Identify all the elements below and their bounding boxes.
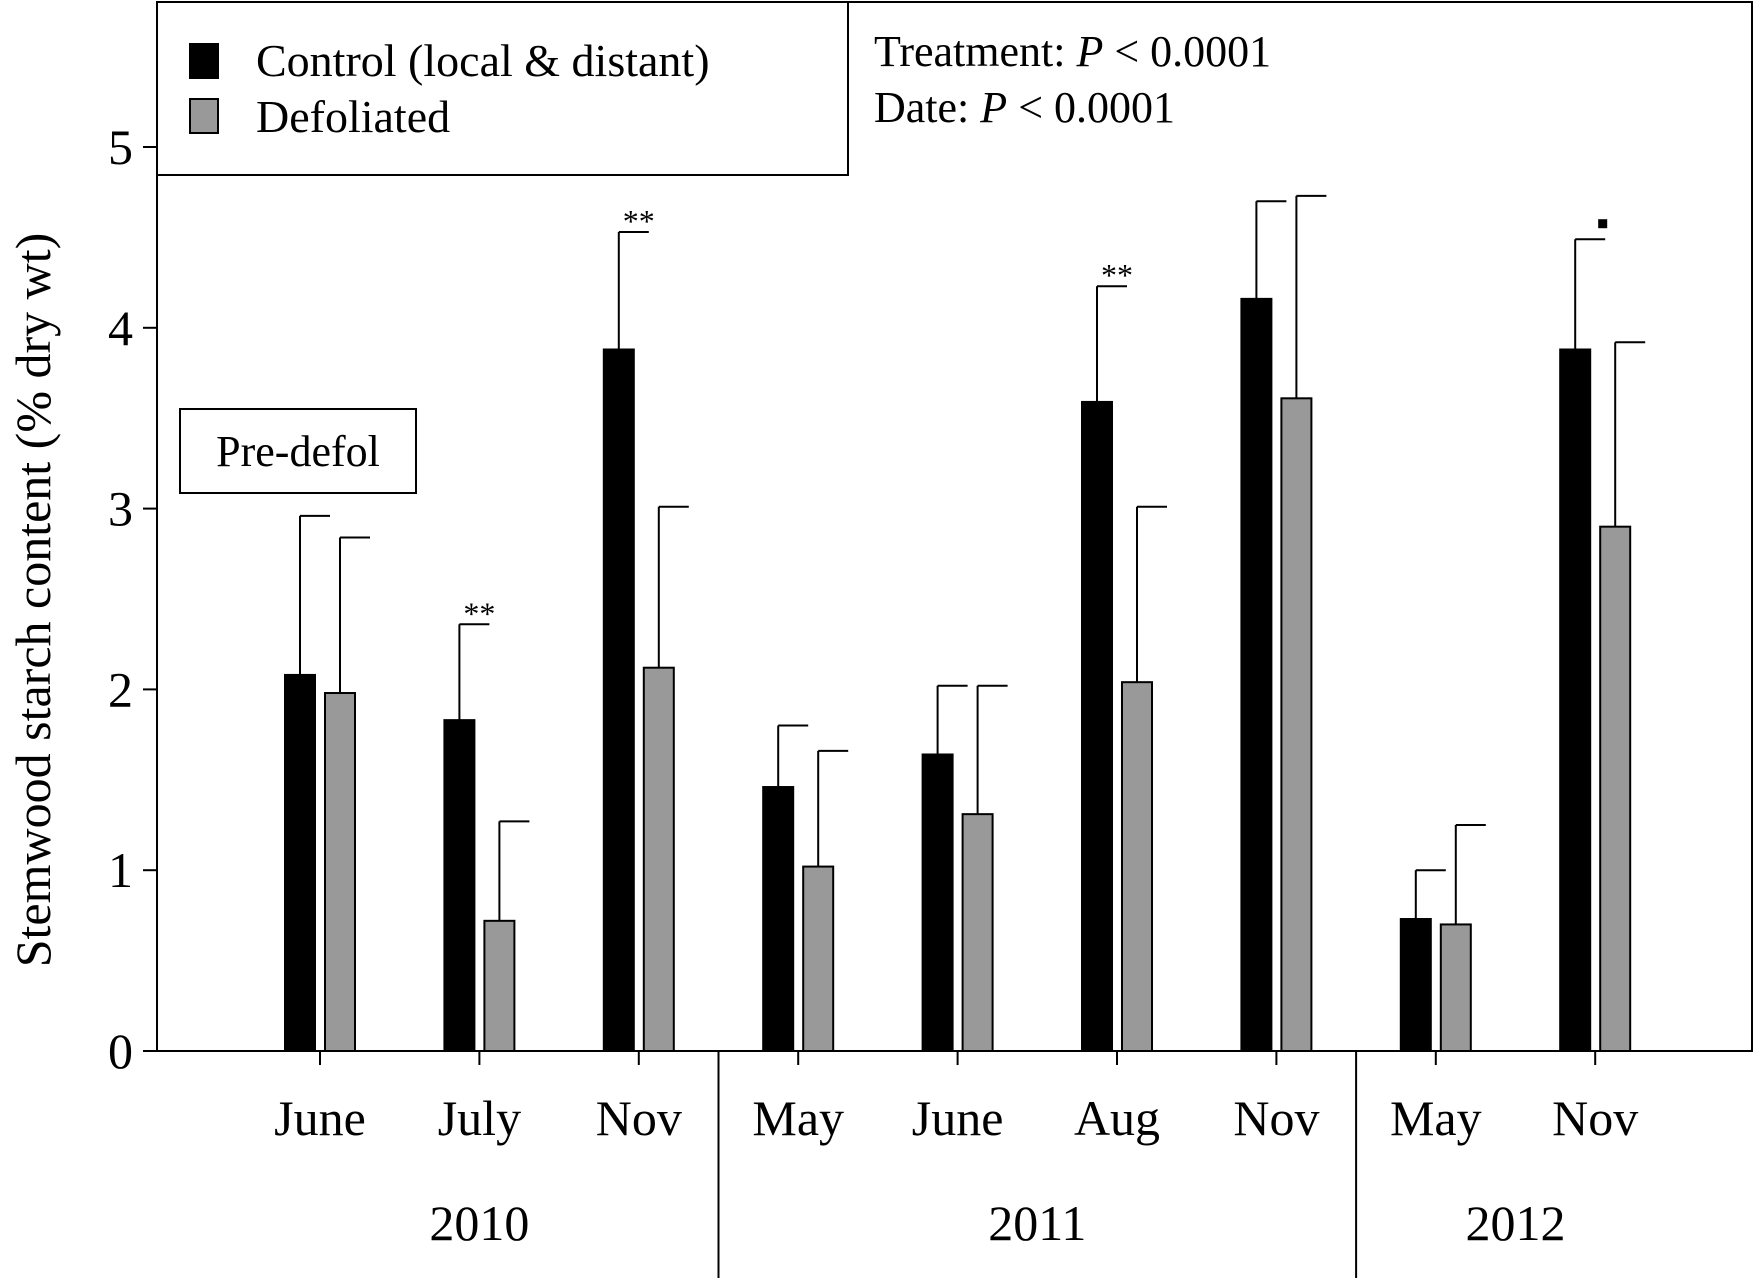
bar-defoliated xyxy=(1280,397,1313,1052)
pre-defol-box xyxy=(179,408,417,494)
bars-layer xyxy=(284,297,1632,1053)
x-tick-label: Nov xyxy=(1233,1090,1319,1146)
significance-layer: ** ** ** xyxy=(463,203,1608,631)
x-tick-label: Nov xyxy=(1552,1090,1638,1146)
x-tick-label: Aug xyxy=(1074,1090,1160,1146)
stat-date-p: P xyxy=(979,83,1007,132)
legend-label-control: Control (local & distant) xyxy=(256,35,710,86)
stat-treatment-label: Treatment: xyxy=(874,27,1076,76)
x-tick-label: May xyxy=(752,1090,844,1146)
bar-defoliated xyxy=(961,813,994,1052)
bar-control xyxy=(762,786,795,1052)
bar-control xyxy=(602,348,635,1053)
year-label: 2011 xyxy=(988,1195,1086,1251)
x-tick-label: May xyxy=(1390,1090,1482,1146)
legend-swatch-control xyxy=(189,43,219,79)
y-tick-label: 3 xyxy=(108,481,133,537)
bar-control xyxy=(1559,348,1592,1053)
y-axis-label: Stemwood starch content (% dry wt) xyxy=(5,233,61,968)
x-tick-label: June xyxy=(274,1090,366,1146)
significance-mark: ** xyxy=(623,203,655,239)
bar-defoliated xyxy=(1599,525,1632,1052)
bar-control xyxy=(284,673,316,1052)
x-labels-layer: June July Nov May June Aug Nov May Nov 2010 2011 20… xyxy=(274,1090,1638,1251)
stat-treatment-p: P xyxy=(1075,27,1103,76)
y-tick-label: 0 xyxy=(108,1023,133,1079)
significance-mark: ** xyxy=(463,595,495,631)
stat-treatment-rest: < 0.0001 xyxy=(1103,27,1271,76)
stat-treatment: Treatment: P < 0.0001 xyxy=(874,27,1271,76)
year-label: 2010 xyxy=(429,1195,529,1251)
bar-control xyxy=(1240,297,1273,1052)
bar-control xyxy=(1399,918,1432,1052)
bar-control xyxy=(1081,400,1113,1053)
stat-date-label: Date: xyxy=(874,83,980,132)
y-tick-label: 4 xyxy=(108,300,133,356)
legend: Control (local & distant) Defoliated xyxy=(156,1,849,176)
bar-control xyxy=(921,753,954,1052)
axes: 0 1 2 3 4 5 xyxy=(108,1,1753,1278)
bar-defoliated xyxy=(802,865,835,1052)
pre-defol-label: Pre-defol xyxy=(216,427,380,476)
legend-swatch-defoliated xyxy=(189,98,219,134)
y-tick-label: 1 xyxy=(108,842,133,898)
bar-defoliated xyxy=(483,919,516,1052)
bar-defoliated xyxy=(1121,681,1153,1053)
bar-control xyxy=(443,719,476,1052)
year-label: 2012 xyxy=(1466,1195,1566,1251)
bar-defoliated xyxy=(324,692,356,1052)
plot-frame xyxy=(156,1,1753,1052)
bar-defoliated xyxy=(642,666,675,1052)
x-tick-label: July xyxy=(438,1090,521,1146)
significance-mark: ** xyxy=(1101,257,1133,293)
stats-annotation: Treatment: P < 0.0001 Date: P < 0.0001 xyxy=(874,27,1271,132)
legend-label-defoliated: Defoliated xyxy=(256,91,450,142)
y-tick-label: 5 xyxy=(108,119,133,175)
significance-mark xyxy=(1598,219,1608,229)
y-tick-label: 2 xyxy=(108,661,133,717)
x-tick-label: June xyxy=(912,1090,1004,1146)
pre-defol-annotation: Pre-defol xyxy=(179,408,417,494)
stat-date: Date: P < 0.0001 xyxy=(874,83,1175,132)
legend-box xyxy=(156,1,849,176)
x-tick-label: Nov xyxy=(596,1090,682,1146)
error-bars-layer xyxy=(299,194,1646,925)
stat-date-rest: < 0.0001 xyxy=(1007,83,1175,132)
bar-defoliated xyxy=(1439,923,1472,1052)
